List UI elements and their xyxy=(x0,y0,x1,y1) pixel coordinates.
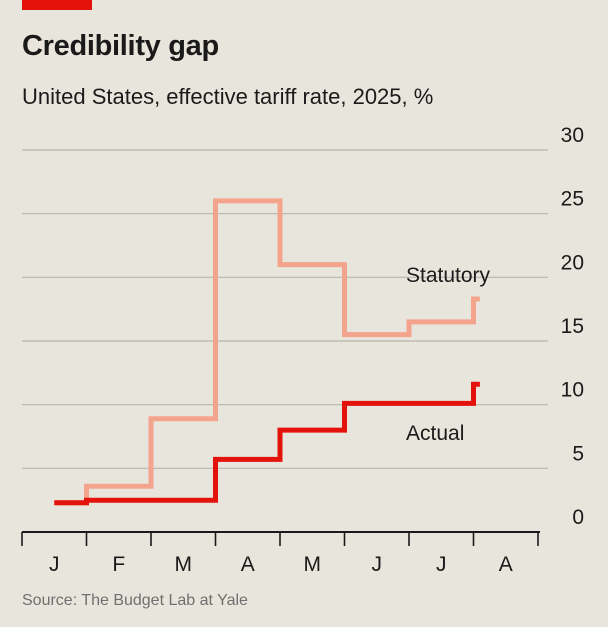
x-tick-label: J xyxy=(49,553,60,576)
x-tick-label: J xyxy=(436,553,447,576)
series-label-statutory: Statutory xyxy=(406,264,491,287)
source-note: Source: The Budget Lab at Yale xyxy=(22,592,248,609)
series-line-statutory xyxy=(54,198,480,506)
x-tick-label: A xyxy=(499,553,513,576)
chart-title: Credibility gap xyxy=(22,30,219,62)
y-tick-label: 20 xyxy=(561,251,584,274)
y-tick-label: 5 xyxy=(572,442,584,465)
x-tick-label: M xyxy=(304,553,322,576)
y-tick-label: 15 xyxy=(561,315,584,338)
series-label-actual: Actual xyxy=(406,422,464,445)
y-tick-label: 10 xyxy=(561,379,584,402)
series-line-actual xyxy=(54,381,480,506)
x-tick-label: F xyxy=(112,553,125,576)
x-tick-label: A xyxy=(241,553,255,576)
y-tick-label: 30 xyxy=(561,124,584,147)
y-tick-label: 0 xyxy=(572,506,584,529)
chart-subtitle: United States, effective tariff rate, 20… xyxy=(22,84,434,109)
x-tick-label: J xyxy=(372,553,383,576)
accent-bar xyxy=(22,0,92,10)
y-tick-label: 25 xyxy=(561,188,584,211)
x-tick-label: M xyxy=(175,553,193,576)
